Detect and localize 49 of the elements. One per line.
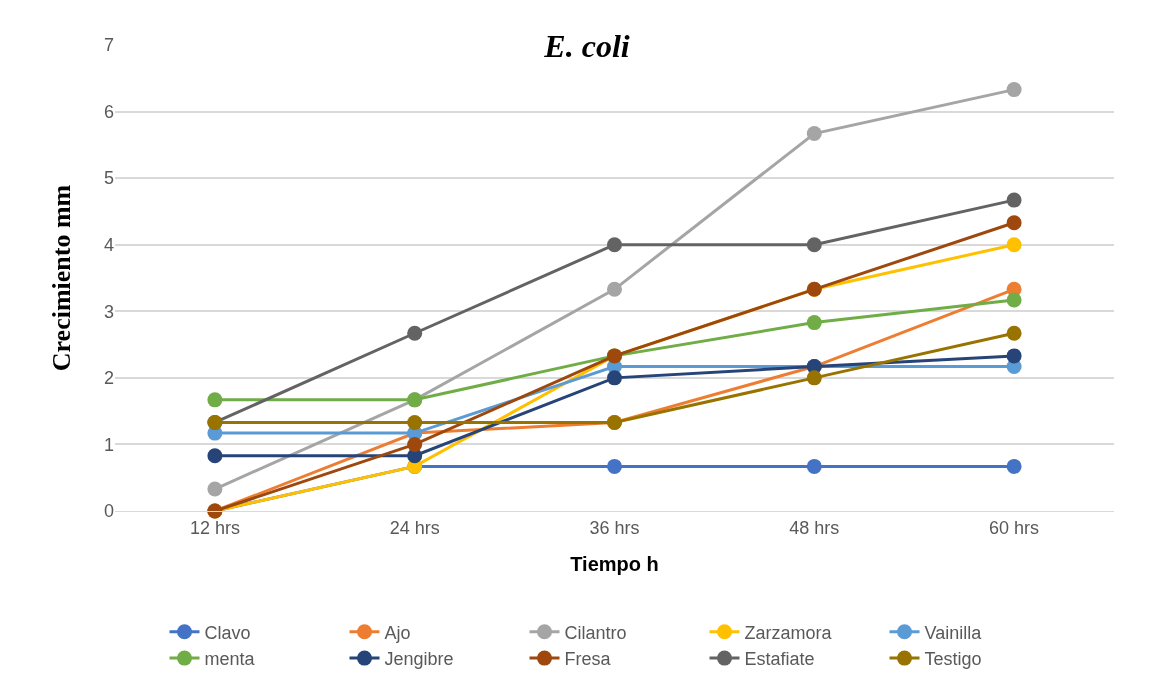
y-tick-label: 4 xyxy=(103,235,114,256)
point xyxy=(806,237,822,253)
legend-label: Jengibre xyxy=(384,649,454,670)
y-tick-label: 1 xyxy=(103,434,114,455)
point xyxy=(1006,292,1022,308)
point xyxy=(1006,458,1022,474)
y-tick-label: 7 xyxy=(103,35,114,56)
point xyxy=(407,414,423,430)
point xyxy=(806,126,822,142)
x-tick-label: 12 hrs xyxy=(189,517,240,538)
point xyxy=(1006,348,1022,364)
x-tick-label: 36 hrs xyxy=(589,517,640,538)
y-tick-label: 2 xyxy=(103,368,114,389)
point xyxy=(1006,82,1022,98)
point xyxy=(1006,325,1022,341)
x-tick-label: 24 hrs xyxy=(389,517,440,538)
y-tick-label: 3 xyxy=(103,301,114,322)
point xyxy=(407,325,423,341)
legend-label: Zarzamora xyxy=(744,622,833,643)
y-tick-label: 5 xyxy=(103,168,114,189)
point xyxy=(1006,215,1022,231)
point xyxy=(207,392,223,408)
y-tick-label: 6 xyxy=(103,101,114,122)
legend-label: Cilantro xyxy=(564,622,627,643)
x-tick-label: 48 hrs xyxy=(789,517,840,538)
y-tick-label: 0 xyxy=(103,501,114,522)
legend-label: Ajo xyxy=(384,622,411,643)
legend-label: menta xyxy=(204,649,256,670)
legend-label: Testigo xyxy=(924,649,982,670)
point xyxy=(1006,192,1022,208)
point xyxy=(407,436,423,452)
legend-label: Fresa xyxy=(564,649,612,670)
legend-label: Vainilla xyxy=(924,622,983,643)
point xyxy=(806,458,822,474)
point xyxy=(806,315,822,331)
point xyxy=(1006,237,1022,253)
point xyxy=(207,481,223,497)
legend-label: Clavo xyxy=(204,622,251,643)
point xyxy=(607,458,622,474)
x-axis-title: Tiempo h xyxy=(570,553,659,576)
point xyxy=(806,370,822,386)
chart-title: E. coli xyxy=(543,27,630,64)
x-tick-label: 60 hrs xyxy=(989,517,1040,538)
point xyxy=(607,281,622,297)
point xyxy=(607,370,622,386)
point xyxy=(207,448,223,464)
y-axis-title: Crecimiento mm xyxy=(47,184,77,372)
legend-label: Estafiate xyxy=(744,649,815,670)
point xyxy=(607,237,622,253)
